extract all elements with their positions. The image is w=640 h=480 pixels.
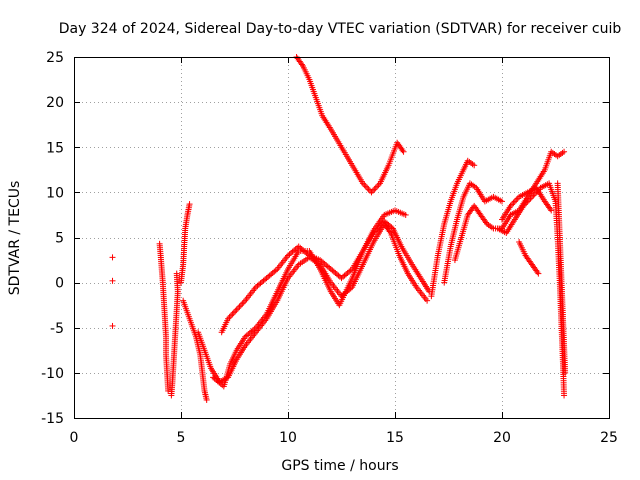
data-point bbox=[471, 162, 478, 169]
data-point bbox=[368, 189, 375, 196]
x-tick-label: 20 bbox=[493, 430, 511, 446]
y-tick-label: 15 bbox=[46, 140, 64, 156]
y-axis-label: SDTVAR / TECUs bbox=[7, 181, 23, 296]
y-tick-label: -5 bbox=[50, 321, 64, 337]
data-point bbox=[561, 148, 568, 155]
grid-lines bbox=[74, 57, 609, 418]
data-point bbox=[371, 186, 378, 193]
data-point bbox=[513, 196, 520, 203]
y-tick-label: 5 bbox=[55, 231, 64, 247]
data-point bbox=[203, 396, 210, 403]
data-point bbox=[232, 308, 239, 315]
x-axis-label: GPS time / hours bbox=[281, 458, 398, 474]
data-point bbox=[372, 184, 379, 191]
x-tick-label: 25 bbox=[600, 430, 618, 446]
data-point bbox=[364, 184, 371, 191]
data-point bbox=[227, 312, 234, 319]
y-tick-label: -15 bbox=[41, 411, 64, 427]
y-tick-label: -10 bbox=[41, 366, 64, 382]
x-tick-label: 15 bbox=[386, 430, 404, 446]
data-point bbox=[229, 311, 236, 318]
data-points bbox=[109, 54, 569, 403]
data-point bbox=[511, 198, 518, 205]
data-point bbox=[562, 369, 569, 376]
data-point bbox=[365, 186, 372, 193]
data-point bbox=[237, 302, 244, 309]
y-tick-labels: -15 -10 -5 0 5 10 15 20 25 bbox=[41, 50, 64, 427]
data-point bbox=[235, 305, 242, 312]
chart-title: Day 324 of 2024, Sidereal Day-to-day VTE… bbox=[59, 21, 622, 37]
y-tick-label: 25 bbox=[46, 50, 64, 66]
data-point bbox=[402, 211, 409, 218]
x-tick-label: 0 bbox=[70, 430, 79, 446]
data-point bbox=[400, 148, 407, 155]
data-point bbox=[240, 299, 247, 306]
data-point bbox=[388, 224, 395, 231]
data-point bbox=[374, 183, 381, 190]
y-tick-label: 10 bbox=[46, 185, 64, 201]
data-point bbox=[230, 309, 237, 316]
data-point bbox=[424, 297, 431, 304]
axis-ticks bbox=[74, 57, 610, 419]
x-tick-labels: 0 5 10 15 20 25 bbox=[70, 430, 618, 446]
data-point bbox=[535, 270, 542, 277]
data-point bbox=[510, 199, 517, 206]
data-point bbox=[168, 392, 175, 399]
data-point bbox=[561, 392, 568, 399]
data-point bbox=[109, 277, 116, 284]
data-point bbox=[362, 183, 369, 190]
data-point bbox=[548, 207, 555, 214]
data-point bbox=[109, 254, 116, 261]
y-tick-label: 0 bbox=[55, 276, 64, 292]
data-point bbox=[165, 387, 172, 394]
data-point bbox=[233, 306, 240, 313]
x-tick-label: 10 bbox=[279, 430, 297, 446]
y-tick-label: 20 bbox=[46, 95, 64, 111]
x-tick-label: 5 bbox=[177, 430, 186, 446]
data-point bbox=[499, 198, 505, 205]
data-point bbox=[236, 303, 243, 310]
data-point bbox=[239, 300, 246, 307]
data-point bbox=[109, 322, 116, 329]
data-point bbox=[186, 201, 193, 208]
